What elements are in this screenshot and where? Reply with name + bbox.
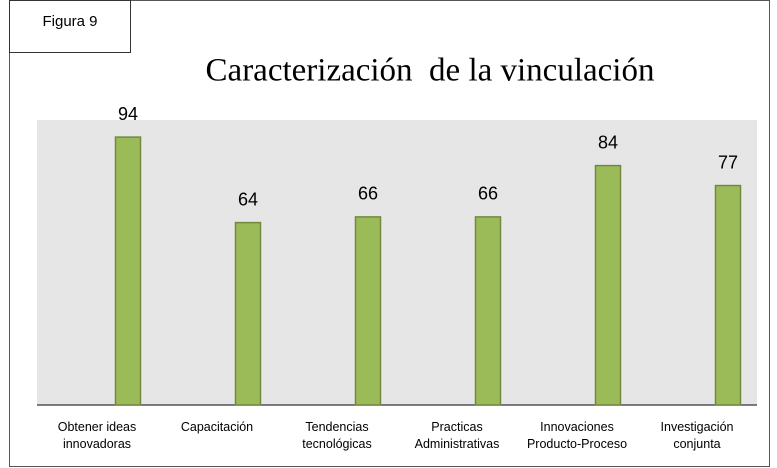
x-tick-label: Obtener ideas innovadoras bbox=[58, 420, 137, 451]
chart-title: Caracterización de la vinculación bbox=[206, 53, 655, 89]
x-tick-label-line: conjunta bbox=[673, 437, 720, 451]
bar bbox=[474, 216, 502, 406]
x-tick-label-line: innovadoras bbox=[63, 437, 131, 451]
bar bbox=[714, 184, 742, 406]
bar bbox=[594, 164, 622, 406]
x-tick-label: Investigación conjunta bbox=[661, 420, 734, 451]
x-tick-label: Practicas Administrativas bbox=[415, 420, 500, 451]
x-tick-label-line: Obtener ideas bbox=[58, 420, 137, 434]
bar bbox=[114, 136, 142, 406]
x-tick-label: Tendencias tecnológicas bbox=[302, 420, 372, 451]
x-tick-label: Innovaciones Producto-Proceso bbox=[527, 420, 627, 451]
value-label: 66 bbox=[478, 184, 498, 204]
figure-label: Figura 9 bbox=[42, 13, 97, 30]
x-tick-label-line: Capacitación bbox=[181, 420, 253, 434]
x-tick-label-line: tecnológicas bbox=[302, 437, 372, 451]
x-tick-label-line: Tendencias bbox=[305, 420, 368, 434]
x-tick-label-line: Producto-Proceso bbox=[527, 437, 627, 451]
x-tick-label-line: Investigación bbox=[661, 420, 734, 434]
value-label: 94 bbox=[118, 104, 138, 124]
value-label: 66 bbox=[358, 184, 378, 204]
x-tick-label-line: Innovaciones bbox=[540, 420, 614, 434]
x-tick-label-line: Administrativas bbox=[415, 437, 500, 451]
plot-area bbox=[37, 120, 757, 405]
value-label: 77 bbox=[718, 152, 738, 172]
bar bbox=[234, 221, 262, 406]
value-label: 64 bbox=[238, 189, 258, 209]
bar bbox=[354, 216, 382, 406]
x-tick-label: Capacitación bbox=[181, 420, 253, 434]
x-tick-label-line: Practicas bbox=[431, 420, 482, 434]
figure-box bbox=[9, 0, 131, 53]
value-label: 84 bbox=[598, 132, 618, 152]
